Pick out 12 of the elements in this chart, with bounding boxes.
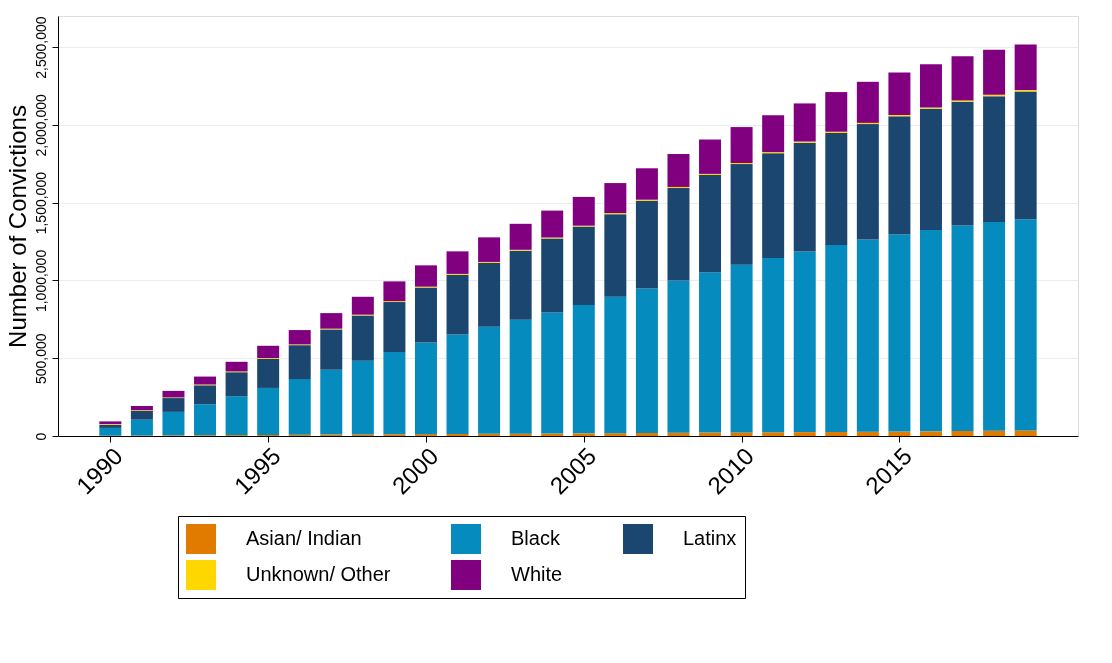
- y-axis-title: Number of Convictions: [3, 105, 31, 348]
- y-tick-label: 0: [32, 432, 49, 441]
- legend-label: White: [511, 563, 563, 585]
- y-tick-label: 2,500,000: [32, 16, 49, 79]
- y-tick-label: 1,000,000: [32, 249, 49, 313]
- legend-label: Asian/ Indian: [246, 527, 362, 549]
- legend-label: Unknown/ Other: [246, 563, 391, 585]
- legend-label: Black: [511, 527, 561, 549]
- legend-label: Latinx: [683, 527, 737, 549]
- y-tick-label: 500,000: [32, 333, 49, 385]
- y-tick-label: 2,000,000: [32, 94, 49, 157]
- y-tick-label: 1,500,000: [32, 171, 49, 235]
